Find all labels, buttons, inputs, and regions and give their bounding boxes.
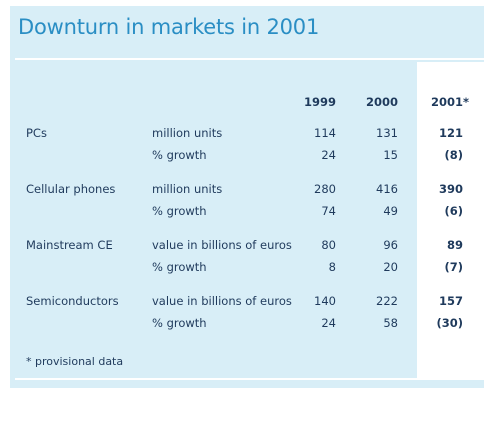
cell-1999: 114 [314, 126, 336, 140]
cell-2000: 96 [383, 238, 398, 252]
row-unit: % growth [152, 260, 207, 274]
cell-2001: 390 [438, 182, 463, 196]
footnote: * provisional data [26, 355, 124, 368]
cell-2001: 121 [438, 126, 463, 140]
column-header-2000: 2000 [365, 95, 398, 109]
cell-1999: 140 [314, 294, 336, 308]
table-panel: Downturn in markets in 2001 1999 2000 20… [10, 6, 484, 388]
cell-1999: 74 [321, 204, 336, 218]
cell-1999: 280 [314, 182, 336, 196]
cell-2000: 49 [383, 204, 398, 218]
row-unit: million units [152, 126, 223, 140]
row-label: Mainstream CE [26, 238, 113, 252]
cell-1999: 80 [321, 238, 336, 252]
cell-2000: 222 [376, 294, 398, 308]
cell-2001: 157 [438, 294, 463, 308]
cell-2000: 15 [383, 148, 398, 162]
column-header-2001: 2001* [430, 95, 469, 109]
cell-1999: 24 [321, 148, 336, 162]
cell-2000: 20 [383, 260, 398, 274]
cell-2001: (8) [444, 148, 463, 162]
row-unit: value in billions of euros [152, 294, 292, 308]
row-label: Cellular phones [26, 182, 116, 196]
column-header-1999: 1999 [303, 95, 336, 109]
cell-1999: 24 [321, 316, 336, 330]
cell-2001: (7) [444, 260, 463, 274]
row-label: PCs [26, 126, 47, 140]
cell-1999: 8 [328, 260, 336, 274]
column-2001-highlight [417, 62, 484, 378]
row-unit: % growth [152, 148, 207, 162]
cell-2001: (30) [436, 316, 463, 330]
cell-2000: 416 [376, 182, 398, 196]
cell-2000: 131 [376, 126, 398, 140]
row-unit: % growth [152, 204, 207, 218]
page-title: Downturn in markets in 2001 [18, 15, 320, 39]
cell-2001: (6) [444, 204, 463, 218]
row-label: Semiconductors [26, 294, 119, 308]
cell-2000: 58 [383, 316, 398, 330]
cell-2001: 89 [446, 238, 463, 252]
row-unit: % growth [152, 316, 207, 330]
bottom-divider [15, 378, 484, 380]
header-divider [15, 58, 484, 60]
row-unit: value in billions of euros [152, 238, 292, 252]
row-unit: million units [152, 182, 223, 196]
